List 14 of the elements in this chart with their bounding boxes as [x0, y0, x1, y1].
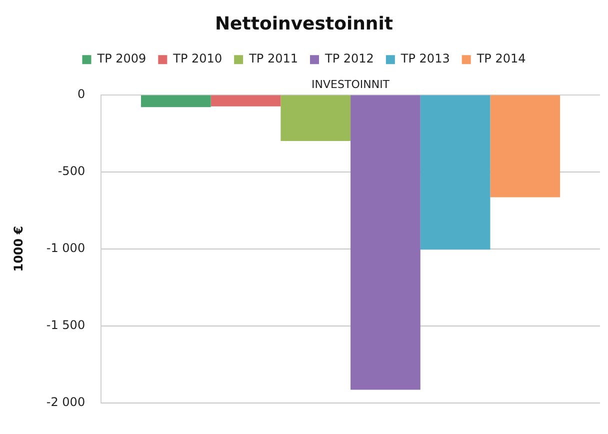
legend-label: TP 2010: [172, 52, 222, 66]
y-tick-label: -1 000: [46, 240, 86, 255]
legend-label: TP 2011: [248, 52, 298, 66]
y-tick-label: -2 000: [46, 394, 86, 409]
legend-label: TP 2014: [476, 52, 526, 66]
x-tick-label: INVESTOINNIT: [312, 78, 390, 92]
y-axis-title: 1000 €: [11, 226, 26, 272]
chart-title: Nettoinvestoinnit: [214, 13, 394, 34]
legend-label: TP 2013: [400, 52, 450, 66]
y-tick-label: -500: [58, 164, 86, 178]
legend-label: TP 2012: [324, 52, 374, 66]
y-tick-label: 0: [77, 86, 86, 101]
legend-label: TP 2009: [96, 52, 146, 66]
y-tick-label: -1 500: [46, 318, 86, 332]
